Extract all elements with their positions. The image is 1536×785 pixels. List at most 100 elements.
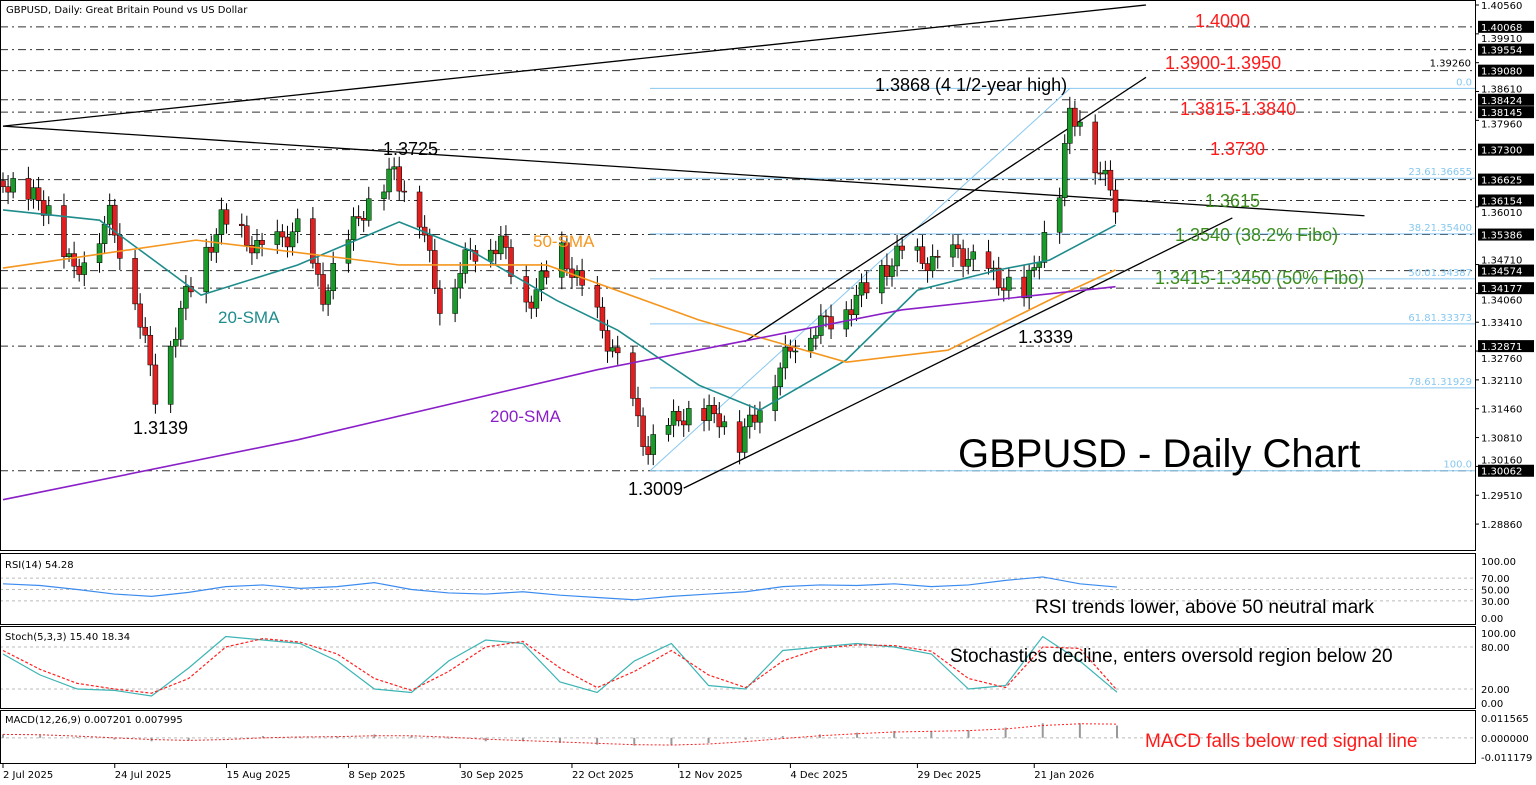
candle-body	[757, 410, 763, 423]
candle-body	[1041, 232, 1048, 263]
candle	[208, 235, 215, 261]
candle	[355, 205, 362, 227]
candle	[401, 180, 408, 203]
candle-body	[416, 191, 423, 228]
candle-body	[142, 326, 148, 336]
candle-body	[813, 335, 819, 339]
candle-body	[599, 306, 606, 331]
candle-body	[609, 347, 616, 352]
axis-label: 100.00	[1481, 629, 1516, 640]
candle-body	[1107, 169, 1114, 191]
macd-signal-line	[2, 723, 1118, 746]
candle	[960, 239, 966, 278]
candle-body	[564, 242, 570, 270]
x-tick-label: 8 Sep 2025	[348, 770, 405, 781]
candle	[223, 203, 230, 234]
candle-body	[985, 251, 992, 269]
candle	[259, 232, 265, 257]
candle-body	[244, 225, 250, 246]
candle	[807, 327, 814, 358]
y-tick-label: 1.31460	[1481, 405, 1522, 416]
candle-body	[736, 421, 743, 453]
price-level-label: 1.30062	[1481, 467, 1522, 478]
candle	[614, 335, 621, 365]
candle	[701, 398, 707, 432]
sma-line-50-sma	[2, 239, 1116, 363]
candle	[889, 258, 895, 287]
candle-body	[345, 239, 352, 264]
candle	[289, 222, 296, 256]
candle	[142, 317, 148, 344]
candle-body	[218, 209, 225, 235]
candle-body	[675, 411, 682, 422]
candle-body	[665, 425, 672, 435]
candle	[645, 435, 651, 465]
y-tick-label: 1.30810	[1481, 434, 1522, 445]
candle-body	[716, 413, 723, 428]
candle	[117, 223, 123, 271]
candle	[137, 293, 143, 339]
candle-body	[5, 186, 11, 193]
sma-line-200-sma	[2, 285, 1116, 501]
candle-body	[391, 166, 397, 170]
candle-body	[929, 256, 936, 272]
main-price-panel: 0.0 23.61.36655 38.21.35400 50.01.34387 61.8…	[0, 4, 1475, 501]
price-level-label: 1.39554	[1481, 46, 1522, 57]
price-level-label: 1.36625	[1481, 176, 1522, 187]
candle	[96, 232, 103, 273]
candle-body	[320, 274, 326, 305]
candle-body	[472, 250, 479, 262]
price-level-label: 1.35386	[1481, 231, 1522, 242]
candle	[884, 253, 890, 286]
price-level-label: 1.36154	[1481, 196, 1522, 207]
main-frame	[0, 0, 1476, 551]
candle-body	[132, 258, 138, 305]
candle-body	[437, 288, 443, 314]
candle-body	[152, 364, 159, 405]
candle-body	[950, 244, 956, 258]
candle-body	[650, 434, 656, 455]
candle-body	[508, 247, 514, 277]
macd-frame	[0, 710, 1476, 764]
candle-body	[239, 223, 245, 227]
candle	[792, 339, 799, 364]
candle	[396, 156, 402, 201]
candle-body	[1036, 262, 1043, 268]
candle	[985, 239, 992, 275]
candle	[1077, 110, 1083, 136]
candle-body	[645, 446, 651, 455]
macd-panel: 0.011565 0.000000 -0.011179 MACD(12,26,9) 0…	[0, 714, 1532, 764]
candle	[919, 234, 926, 269]
y-tick-label: 1.32110	[1481, 376, 1522, 387]
y-tick-label: 1.34060	[1481, 295, 1522, 306]
stoch-note: Stochastics decline, enters oversold reg…	[950, 646, 1393, 667]
candle	[950, 234, 956, 268]
candle	[498, 225, 504, 260]
stoch-k-line	[2, 635, 1118, 697]
candle-body	[1067, 107, 1073, 144]
candle	[437, 280, 443, 326]
trendline	[2, 4, 1147, 127]
candle	[239, 213, 245, 238]
candle-body	[533, 289, 540, 309]
price-level-label: 1.32871	[1481, 342, 1522, 353]
y-tick-label: 1.39910	[1481, 34, 1522, 45]
candle	[147, 326, 154, 377]
candle	[35, 176, 42, 211]
x-tick-label: 21 Jan 2026	[1034, 770, 1094, 781]
fib-level-label: 50.01.34387	[1408, 268, 1472, 279]
candle	[472, 245, 479, 273]
candle-body	[401, 190, 408, 193]
annotation-p2: 1.3139	[133, 418, 188, 438]
candle-body	[741, 426, 748, 453]
fib-level-label: 61.81.33373	[1408, 313, 1472, 324]
candle	[533, 278, 540, 318]
candle-body	[1102, 169, 1109, 175]
candle-body	[614, 347, 621, 354]
candle	[1021, 265, 1027, 307]
axis-label: 20.00	[1481, 685, 1510, 696]
candle	[40, 190, 47, 227]
candle	[848, 299, 855, 327]
candle	[538, 262, 545, 302]
price-level-badge	[1478, 143, 1534, 156]
